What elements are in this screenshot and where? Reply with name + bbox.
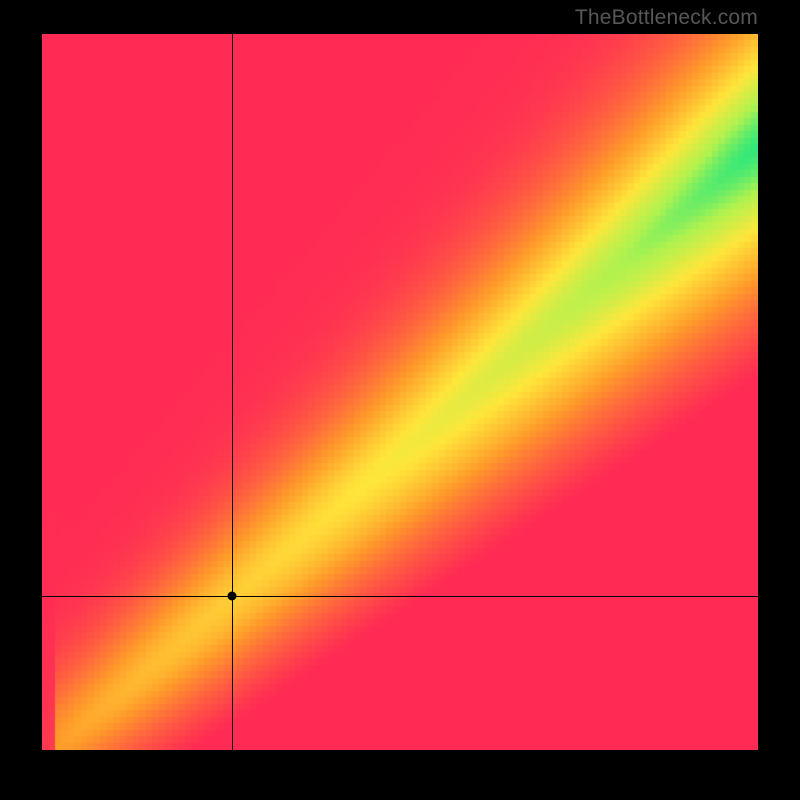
crosshair-point	[227, 592, 236, 601]
crosshair-vertical	[232, 34, 233, 750]
watermark-text: TheBottleneck.com	[575, 6, 758, 30]
crosshair-horizontal	[42, 596, 758, 597]
bottleneck-heatmap	[42, 34, 758, 750]
heatmap-canvas	[42, 34, 758, 750]
